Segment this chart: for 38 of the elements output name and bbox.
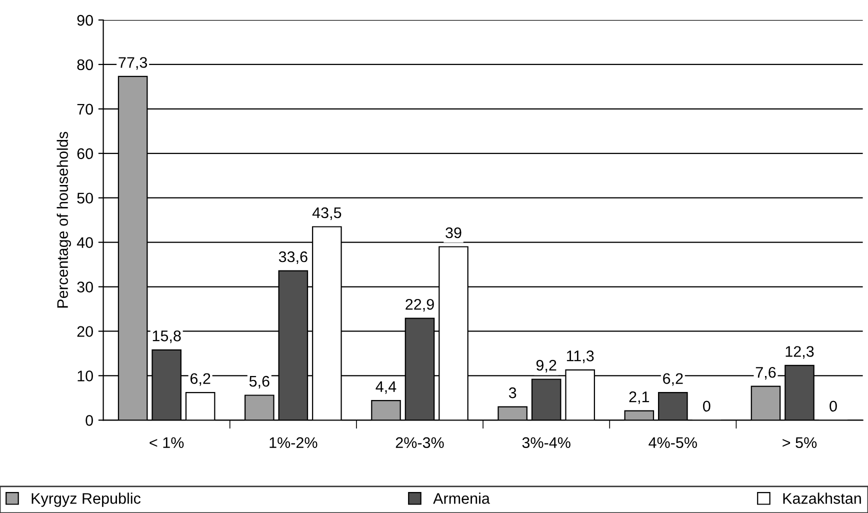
y-tick-label: 60 — [77, 148, 93, 160]
data-label: 9,2 — [536, 360, 556, 372]
data-label: 7,6 — [756, 366, 776, 380]
data-label: 39 — [446, 227, 462, 238]
data-label: 5,6 — [249, 376, 270, 388]
y-tick-label: 10 — [78, 370, 93, 382]
data-label: 33,6 — [278, 251, 308, 264]
x-tick-label: < 1% — [150, 437, 184, 448]
data-label: 2,1 — [629, 391, 650, 404]
legend-label: Kyrgyz Republic — [32, 492, 141, 507]
data-label: 22,9 — [406, 298, 434, 312]
x-tick-label: > 5% — [782, 437, 817, 448]
y-tick-label: 20 — [77, 326, 93, 337]
data-label: 3 — [508, 387, 516, 398]
data-label: 0 — [830, 400, 837, 412]
data-label: 11,3 — [566, 350, 594, 364]
data-label: 15,8 — [152, 330, 181, 344]
y-tick-label: 0 — [86, 415, 93, 426]
y-tick-label: 30 — [77, 282, 93, 292]
data-label: 0 — [703, 400, 710, 412]
data-label: 77,3 — [118, 57, 148, 70]
legend-label: Armenia — [433, 492, 490, 504]
data-label: 12,3 — [786, 346, 814, 359]
data-label: 43,5 — [312, 207, 342, 220]
x-tick-label: 3%-4% — [522, 437, 570, 448]
x-tick-label: 2%-3% — [396, 437, 444, 448]
y-axis-title: Percentage of households — [56, 132, 72, 308]
y-tick-label: 80 — [77, 59, 93, 70]
y-tick-label: 90 — [77, 14, 93, 26]
x-tick-label: 1%-2% — [270, 437, 318, 448]
legend-label: Kazakhstan — [783, 492, 861, 504]
y-tick-label: 40 — [76, 237, 93, 248]
data-label: 6,2 — [663, 373, 683, 386]
y-tick-label: 70 — [77, 104, 93, 115]
data-label: 4,4 — [376, 381, 396, 394]
y-tick-label: 50 — [77, 192, 93, 204]
x-tick-label: 4%-5% — [648, 437, 697, 448]
data-label: 6,2 — [190, 373, 210, 386]
